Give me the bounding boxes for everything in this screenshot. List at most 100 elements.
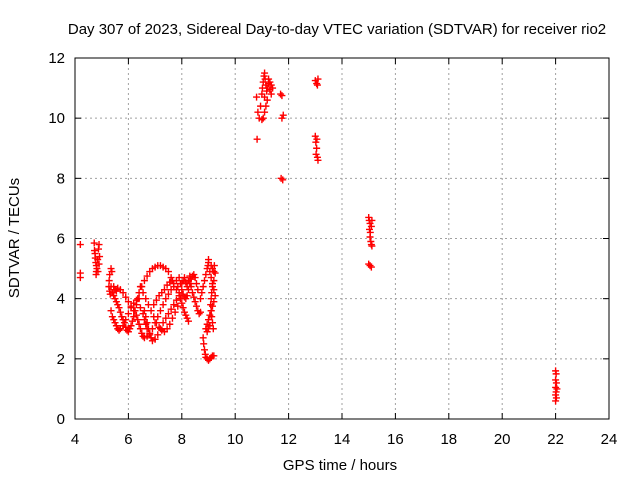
data-point bbox=[207, 301, 215, 309]
data-point bbox=[135, 295, 143, 303]
data-point bbox=[366, 262, 374, 270]
data-point bbox=[164, 310, 172, 318]
data-point bbox=[278, 92, 286, 100]
data-point bbox=[162, 295, 170, 303]
data-point bbox=[154, 331, 162, 339]
data-point bbox=[195, 310, 203, 318]
data-point bbox=[368, 216, 376, 224]
data-point bbox=[143, 325, 151, 333]
data-point bbox=[139, 310, 147, 318]
data-point bbox=[313, 81, 321, 89]
data-point bbox=[96, 253, 104, 261]
data-point bbox=[210, 262, 218, 270]
data-point bbox=[135, 320, 143, 328]
data-point bbox=[253, 93, 261, 101]
data-point bbox=[108, 268, 116, 276]
data-point bbox=[134, 316, 142, 324]
data-point bbox=[258, 116, 266, 124]
data-point bbox=[265, 75, 273, 83]
data-point bbox=[210, 352, 218, 360]
y-axis-label: SDTVAR / TECUs bbox=[6, 178, 23, 298]
data-point bbox=[202, 271, 210, 279]
data-point bbox=[200, 277, 208, 285]
data-point bbox=[552, 397, 560, 405]
data-point bbox=[172, 296, 180, 304]
data-point bbox=[119, 289, 127, 297]
data-point bbox=[150, 313, 158, 321]
data-point bbox=[136, 283, 144, 291]
data-point bbox=[261, 69, 269, 77]
data-point bbox=[314, 156, 322, 164]
data-point bbox=[368, 242, 376, 250]
data-point bbox=[136, 304, 144, 312]
data-point bbox=[198, 289, 206, 297]
data-point bbox=[313, 135, 321, 143]
data-point bbox=[140, 277, 148, 285]
x-tick-label: 20 bbox=[494, 431, 511, 448]
data-point bbox=[210, 268, 218, 276]
data-point bbox=[142, 295, 150, 303]
data-point bbox=[186, 272, 194, 280]
data-point bbox=[122, 293, 130, 301]
data-point bbox=[279, 176, 287, 184]
data-point bbox=[124, 298, 132, 306]
data-point bbox=[196, 295, 204, 303]
data-point bbox=[313, 144, 321, 152]
data-point bbox=[124, 310, 132, 318]
data-point bbox=[277, 90, 285, 98]
y-tick-label: 0 bbox=[57, 411, 65, 428]
data-point bbox=[116, 308, 124, 316]
data-point bbox=[95, 241, 103, 249]
data-point bbox=[200, 346, 208, 354]
data-point bbox=[151, 335, 159, 343]
data-point bbox=[115, 304, 123, 312]
x-tick-label: 22 bbox=[547, 431, 564, 448]
data-point bbox=[105, 277, 113, 285]
data-point bbox=[259, 114, 267, 122]
data-point bbox=[166, 320, 174, 328]
data-points bbox=[76, 69, 561, 405]
y-tick-label: 2 bbox=[57, 351, 65, 368]
data-point bbox=[76, 274, 84, 282]
data-point bbox=[552, 370, 560, 378]
data-point bbox=[199, 334, 207, 342]
data-point bbox=[253, 135, 261, 143]
data-point bbox=[147, 307, 155, 315]
data-point bbox=[278, 114, 286, 122]
x-axis-label: GPS time / hours bbox=[283, 457, 397, 474]
data-point bbox=[128, 317, 136, 325]
data-point bbox=[107, 307, 115, 315]
data-point bbox=[277, 174, 285, 182]
data-point bbox=[209, 283, 217, 291]
data-point bbox=[192, 302, 200, 310]
data-point bbox=[167, 305, 175, 313]
data-point bbox=[367, 222, 375, 230]
data-point bbox=[184, 317, 192, 325]
data-point bbox=[188, 289, 196, 297]
y-tick-label: 10 bbox=[48, 110, 65, 127]
data-point bbox=[207, 295, 215, 303]
x-tick-label: 10 bbox=[227, 431, 244, 448]
data-point bbox=[267, 90, 275, 98]
data-point bbox=[95, 260, 103, 268]
data-point bbox=[168, 314, 176, 322]
data-point bbox=[196, 308, 204, 316]
data-point bbox=[209, 319, 217, 327]
data-point bbox=[261, 93, 269, 101]
data-point bbox=[142, 320, 150, 328]
x-tick-label: 12 bbox=[280, 431, 297, 448]
data-point bbox=[314, 75, 322, 83]
data-point bbox=[152, 319, 160, 327]
data-point bbox=[90, 239, 98, 247]
data-point bbox=[171, 308, 179, 316]
data-point bbox=[130, 307, 138, 315]
data-point bbox=[139, 289, 147, 297]
data-point bbox=[163, 325, 171, 333]
data-point bbox=[552, 379, 560, 387]
data-point bbox=[178, 299, 186, 307]
data-point bbox=[164, 290, 172, 298]
data-point bbox=[156, 307, 164, 315]
